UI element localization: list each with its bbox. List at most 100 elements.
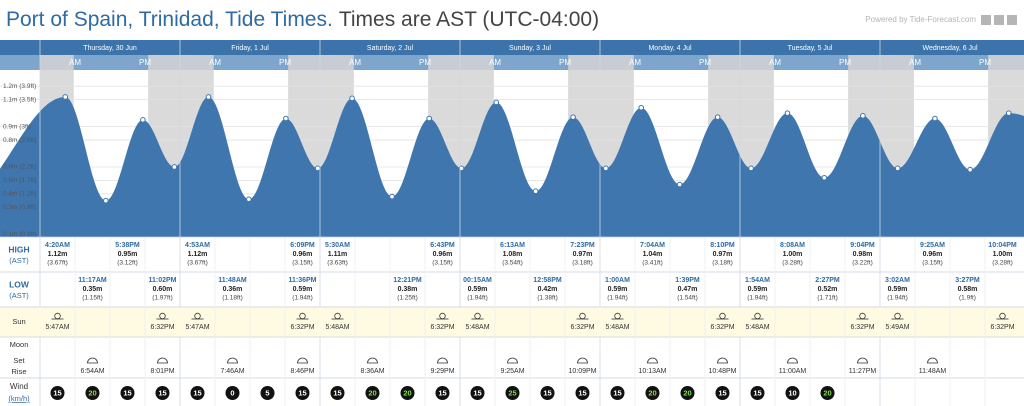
tide-feet: (3.18ft)	[712, 260, 733, 267]
day-label: Thursday, 30 Jun	[83, 45, 137, 52]
tide-feet: (1.94ft)	[607, 295, 628, 302]
tide-feet: (1.97ft)	[152, 295, 173, 302]
wind-speed: 0	[230, 388, 234, 397]
sun-time: 6:32PM	[570, 324, 594, 331]
wind-icon	[50, 386, 65, 400]
wind-icon	[190, 386, 205, 400]
tide-feet: (3.15ft)	[432, 260, 453, 267]
tide-point	[246, 196, 252, 203]
row-label: HIGH	[8, 244, 29, 254]
tide-point	[389, 193, 395, 200]
icon[interactable]	[994, 15, 1004, 25]
title: Port of Spain, Trinidad, Tide Times.	[6, 8, 333, 31]
moon-icon	[577, 357, 588, 364]
wind-speed: 15	[53, 388, 61, 397]
tide-time: 1:00AM	[605, 277, 630, 284]
wind-speed: 15	[193, 388, 201, 397]
wind-speed: 15	[753, 388, 761, 397]
sun-row-bg	[0, 307, 1024, 337]
moon-time: 8:36AM	[360, 368, 384, 375]
wind-icon	[610, 386, 625, 400]
moon-icon	[437, 357, 448, 364]
wind-icon	[400, 386, 415, 400]
tide-time: 9:04PM	[850, 242, 875, 249]
tide-point	[426, 115, 432, 122]
tide-time: 8:10PM	[710, 242, 735, 249]
tide-height: 0.96m	[923, 251, 943, 258]
tide-feet: (1.9ft)	[959, 295, 976, 302]
wind-icon	[365, 386, 380, 400]
tide-feet: (3.63ft)	[327, 260, 348, 267]
tide-point	[714, 114, 721, 120]
tide-time: 11:02PM	[148, 277, 176, 284]
sun-time: 5:48AM	[745, 324, 769, 331]
moon-icon	[787, 357, 798, 364]
powered-by[interactable]: Powered by Tide-Forecast.com	[865, 15, 976, 24]
y-tick-label: 1.1m (3.5ft)	[3, 96, 36, 103]
icon[interactable]	[981, 15, 991, 25]
row-label: Wind	[10, 382, 28, 391]
wind-unit-link[interactable]: (km/h)	[8, 394, 30, 403]
tide-feet: (3.67ft)	[187, 260, 208, 267]
moon-icon	[857, 357, 868, 364]
row-label: (AST)	[9, 256, 29, 265]
tide-point	[140, 117, 146, 123]
tide-height: 0.52m	[818, 286, 838, 293]
day-label: Monday, 4 Jul	[648, 45, 692, 52]
wind-speed: 20	[683, 388, 691, 397]
am-label: AM	[769, 58, 781, 67]
page-title: Port of Spain, Trinidad, Tide Times. Time…	[6, 8, 599, 31]
tide-height: 1.12m	[188, 251, 208, 258]
tide-point	[860, 113, 866, 119]
tide-height: 0.58m	[958, 286, 978, 293]
sun-time: 5:47AM	[45, 324, 69, 331]
tide-feet: (3.28ft)	[992, 260, 1013, 267]
tide-point	[570, 114, 576, 120]
moon-time: 10:13AM	[638, 368, 666, 375]
y-tick-label: 0.9m (3ft)	[3, 123, 31, 130]
tide-point	[532, 188, 539, 195]
wind-speed: 10	[788, 388, 796, 397]
wind-speed: 15	[333, 388, 341, 397]
tide-time: 1:54AM	[745, 277, 770, 284]
tide-point	[894, 165, 901, 172]
wind-speed: 15	[613, 388, 621, 397]
tide-feet: (1.25ft)	[397, 295, 418, 302]
pm-label: PM	[699, 58, 711, 67]
pm-label: PM	[279, 58, 291, 67]
tide-height: 0.98m	[853, 251, 873, 258]
tide-time: 7:04AM	[640, 242, 665, 249]
tide-height: 0.59m	[468, 286, 488, 293]
wind-speed: 15	[718, 388, 726, 397]
wind-speed: 15	[158, 388, 166, 397]
wind-icon	[435, 386, 450, 400]
tide-point	[676, 181, 683, 188]
wind-speed: 15	[298, 388, 306, 397]
wind-speed: 15	[123, 388, 131, 397]
tide-feet: (1.94ft)	[747, 295, 768, 302]
moon-time: 6:54AM	[80, 368, 104, 375]
tide-feet: (1.15ft)	[82, 295, 103, 302]
pm-label: PM	[559, 58, 571, 67]
tide-feet: (3.41ft)	[642, 260, 663, 267]
moon-time: 8:46PM	[290, 368, 314, 375]
day-header	[0, 40, 1024, 55]
tide-time: 10:04PM	[988, 242, 1017, 249]
icon[interactable]	[1007, 15, 1017, 25]
tide-feet: (1.38ft)	[537, 295, 558, 302]
moon-time: 10:48PM	[708, 368, 736, 375]
wind-icon	[505, 386, 520, 400]
tide-height: 0.97m	[573, 251, 593, 258]
tide-time: 2:27PM	[815, 277, 840, 284]
tide-point	[493, 99, 500, 106]
am-label: AM	[909, 58, 921, 67]
tide-point	[603, 165, 609, 172]
wind-icon	[680, 386, 695, 400]
wind-icon	[470, 386, 485, 400]
moon-time: 9:29PM	[430, 368, 454, 375]
sun-time: 6:32PM	[850, 324, 874, 331]
am-label: AM	[69, 58, 81, 67]
row-label: LOW	[9, 279, 30, 289]
tide-point	[748, 165, 754, 172]
